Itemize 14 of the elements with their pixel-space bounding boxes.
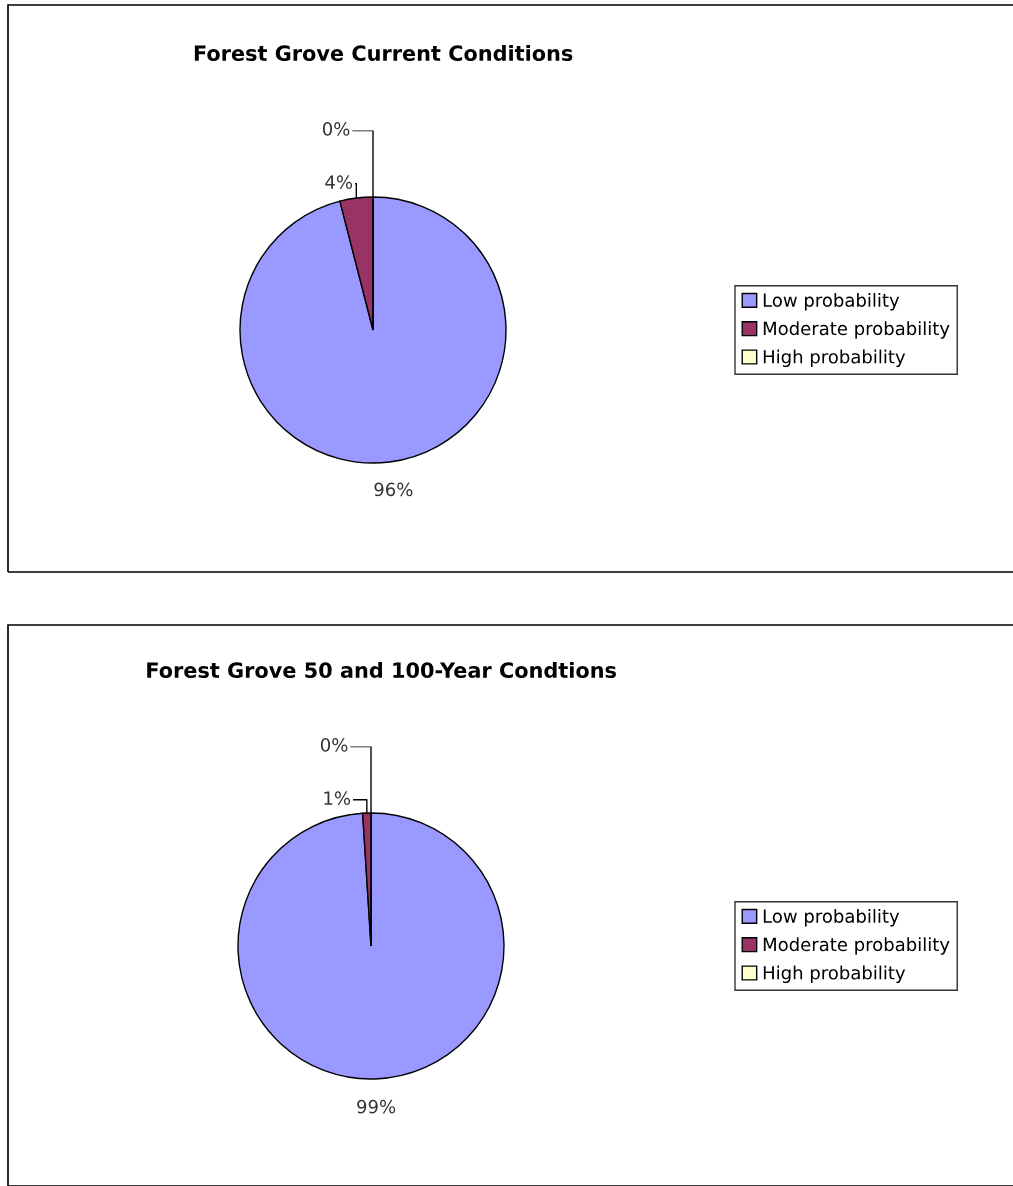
legend-label: High probability: [763, 349, 906, 368]
legend-label: Moderate probability: [763, 321, 950, 339]
legend-label: High probability: [763, 965, 906, 984]
text: 0%: [322, 122, 350, 136]
legend-label: Low probability: [763, 908, 900, 927]
data-label: 1%: [324, 791, 351, 805]
data-label: 99%: [357, 1099, 396, 1114]
data-label: 96%: [374, 482, 413, 497]
legend-label: Low probability: [763, 292, 900, 311]
text: 0%: [320, 738, 348, 752]
data-label: 4%: [325, 175, 353, 189]
chart-title: Forest Grove Current Conditions: [194, 44, 573, 62]
chart-title: Forest Grove 50 and 100-Year Condtions: [147, 661, 616, 679]
legend-label: Moderate probability: [763, 937, 950, 955]
